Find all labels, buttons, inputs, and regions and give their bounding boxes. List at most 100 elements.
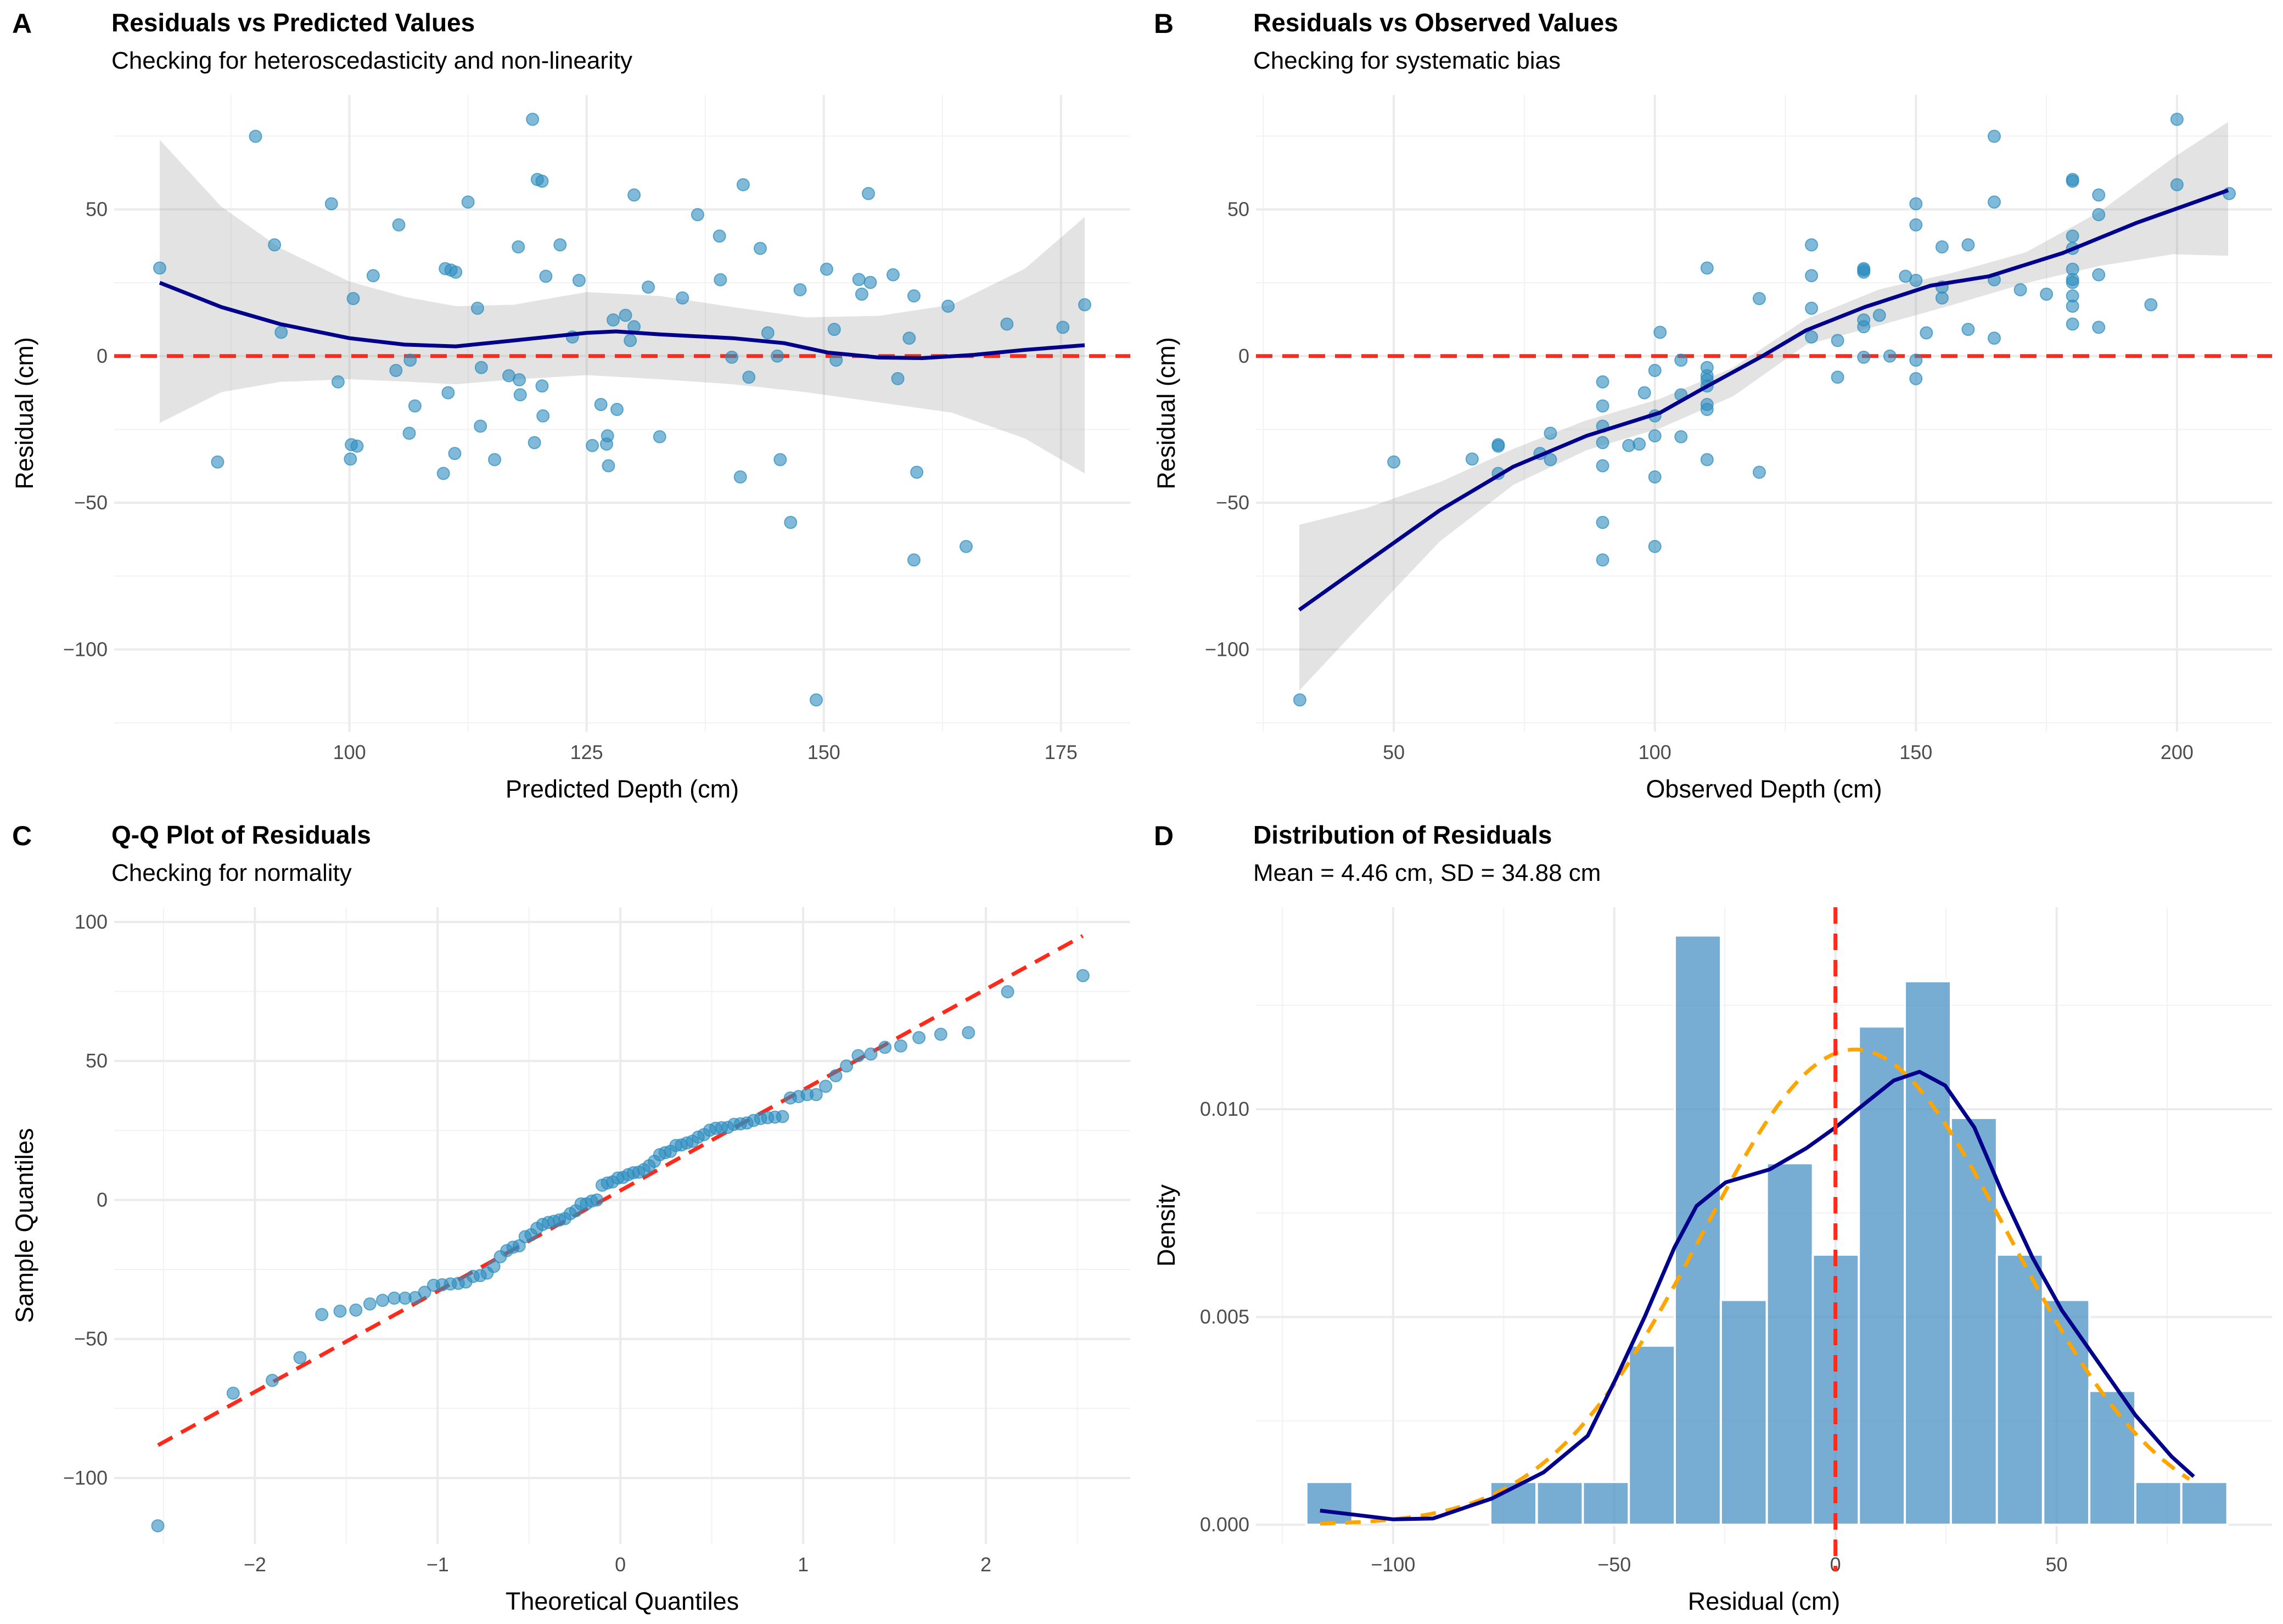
plot-area: 100 125 150 175 −100 −50 0 50 Predicted Depth (c… xyxy=(10,95,1130,803)
data-point xyxy=(2092,188,2106,202)
qq-point xyxy=(1076,969,1090,982)
chart-subtitle: Checking for heteroscedasticity and non-… xyxy=(111,47,632,74)
data-point xyxy=(1700,261,1714,275)
panel-a: A Residuals vs Predicted Values Checking… xyxy=(0,0,1141,812)
qq-point xyxy=(363,1297,377,1311)
x-tick-label: 0 xyxy=(615,1553,626,1576)
confidence-band xyxy=(1299,122,2229,691)
y-tick-label: 0.010 xyxy=(1200,1098,1249,1120)
data-point xyxy=(1857,320,1871,334)
data-point xyxy=(852,273,866,286)
data-point xyxy=(1987,130,2001,143)
histogram-bar xyxy=(1904,980,1953,1526)
data-point xyxy=(1987,195,2001,209)
histogram-bar xyxy=(1995,1254,2044,1526)
data-point xyxy=(436,467,450,480)
chart-title: Residuals vs Predicted Values xyxy=(111,8,475,37)
data-point xyxy=(2066,299,2079,313)
data-point xyxy=(1752,465,1766,479)
data-point xyxy=(403,353,417,367)
y-axis-title: Density xyxy=(1152,1184,1180,1267)
data-point xyxy=(2013,283,2027,296)
data-point xyxy=(1831,370,1844,384)
kernel-density-curve xyxy=(1320,1070,2195,1521)
qq-point xyxy=(851,1049,865,1063)
qq-point xyxy=(894,1039,907,1053)
data-point xyxy=(408,399,422,413)
data-point xyxy=(1544,453,1557,467)
data-point xyxy=(1909,273,1923,287)
qq-point xyxy=(829,1069,843,1082)
data-point xyxy=(535,175,549,188)
x-tick-label: −50 xyxy=(1597,1553,1631,1576)
panel-c: C Q-Q Plot of Residuals Checking for nor… xyxy=(0,812,1141,1624)
data-point xyxy=(331,375,345,389)
chart-subtitle: Mean = 4.46 cm, SD = 34.88 cm xyxy=(1253,859,1601,886)
y-tick-label: −100 xyxy=(63,638,108,660)
x-tick-label: 100 xyxy=(1639,741,1671,763)
data-point xyxy=(891,372,905,385)
qq-point xyxy=(226,1386,240,1400)
data-point xyxy=(725,350,739,364)
data-point xyxy=(1857,265,1871,279)
data-point xyxy=(855,287,868,301)
data-point xyxy=(1653,325,1667,339)
data-point xyxy=(960,540,973,553)
qq-point xyxy=(962,1026,975,1039)
data-point xyxy=(553,238,567,252)
y-tick-label: 50 xyxy=(86,198,108,220)
chart-subtitle: Checking for normality xyxy=(111,859,352,886)
data-point xyxy=(1700,453,1714,467)
y-tick-label: −50 xyxy=(74,491,108,514)
plot-area: −100 −50 0 50 0.000 0.005 0.010 Residual (cm) De… xyxy=(1152,907,2272,1615)
data-point xyxy=(733,470,747,484)
data-point xyxy=(1674,430,1688,443)
chart-title: Residuals vs Observed Values xyxy=(1253,8,1618,37)
loess-smooth-line xyxy=(1298,188,2229,612)
x-tick-label: −2 xyxy=(244,1553,266,1576)
histogram-bar xyxy=(1535,1481,1584,1526)
histogram-bar xyxy=(1581,1481,1630,1526)
y-axis-title: Residual (cm) xyxy=(1152,337,1180,490)
histogram-bar xyxy=(2134,1481,2183,1526)
qq-point xyxy=(333,1305,347,1318)
qq-point xyxy=(819,1080,833,1093)
data-point xyxy=(941,299,955,313)
chart-title: Q-Q Plot of Residuals xyxy=(111,821,371,849)
data-point xyxy=(910,465,924,479)
y-tick-label: 0 xyxy=(97,1188,108,1211)
data-point xyxy=(713,229,726,243)
data-point xyxy=(535,379,549,393)
x-axis-title: Residual (cm) xyxy=(1688,1587,1841,1615)
data-point xyxy=(274,325,288,339)
data-point xyxy=(2092,268,2106,282)
data-point xyxy=(1387,455,1401,469)
data-point xyxy=(324,197,338,211)
data-point xyxy=(1961,238,1975,252)
data-point xyxy=(829,353,843,367)
data-point xyxy=(461,195,475,209)
data-point xyxy=(653,430,666,443)
y-tick-label: 100 xyxy=(75,911,108,933)
data-point xyxy=(602,459,615,473)
x-axis-title: Theoretical Quantiles xyxy=(506,1587,739,1615)
data-point xyxy=(1909,218,1923,232)
data-point xyxy=(1596,399,1609,413)
data-point xyxy=(1633,437,1646,451)
normal-density-curve xyxy=(1320,1047,2191,1526)
data-point xyxy=(773,453,787,467)
data-point xyxy=(1935,291,1949,305)
x-tick-label: 100 xyxy=(333,741,366,763)
data-point xyxy=(2092,208,2106,222)
data-point xyxy=(512,373,526,387)
qq-point xyxy=(912,1031,926,1044)
y-tick-label: −100 xyxy=(63,1466,108,1489)
histogram-bar xyxy=(1858,1025,1906,1526)
data-point xyxy=(402,426,416,440)
data-point xyxy=(1596,459,1609,473)
histogram-bar xyxy=(1719,1299,1768,1526)
data-point xyxy=(586,439,599,452)
data-point xyxy=(1293,693,1306,707)
qq-point xyxy=(776,1110,789,1123)
x-tick-label: 0 xyxy=(1830,1553,1841,1576)
